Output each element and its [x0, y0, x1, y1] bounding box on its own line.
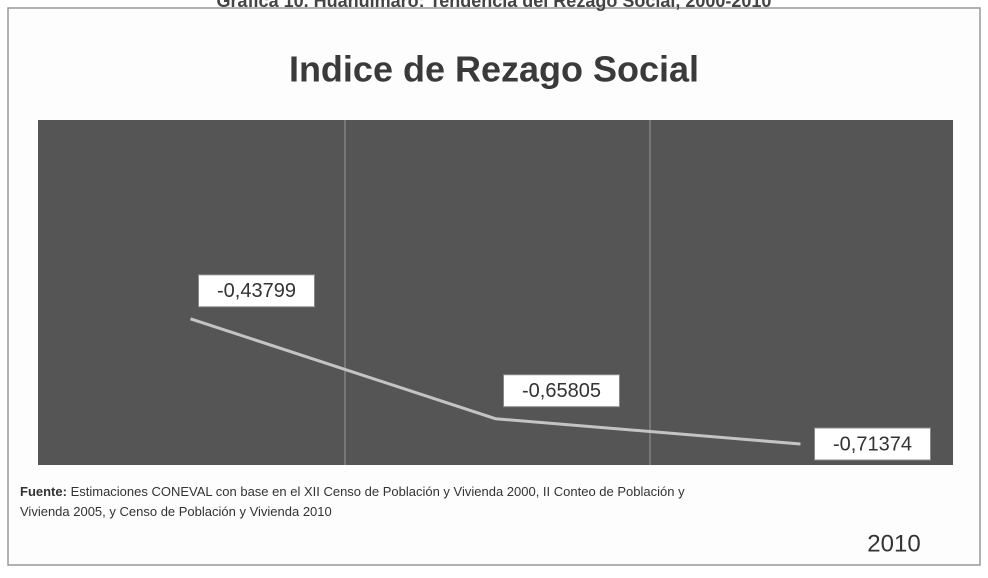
label-text: -0,71374 [833, 433, 912, 455]
caption: Gráfica 10. Huahuimaro: Tendencia del Re… [217, 0, 772, 11]
line [190, 317, 801, 446]
data-label: -0,43799 [198, 274, 315, 308]
source-text: Vivienda 2005, y Censo de Población y Vi… [20, 504, 332, 519]
label-text: -0,65805 [522, 380, 601, 402]
data-label: -0,71374 [814, 427, 931, 461]
source-text: Estimaciones CONEVAL con base en el XII … [67, 484, 685, 499]
data-label: -0,65805 [503, 374, 620, 408]
label-box [814, 427, 931, 461]
label-box [503, 374, 620, 408]
chart-title: Indice de Rezago Social [289, 49, 699, 90]
annotation: 2010 [867, 530, 920, 557]
label-text: -0,43799 [217, 280, 296, 302]
source-note: Fuente: Estimaciones CONEVAL con base en… [20, 484, 685, 519]
source-label: Fuente: [20, 484, 67, 499]
label-box [198, 274, 315, 308]
plot-area [38, 120, 953, 465]
